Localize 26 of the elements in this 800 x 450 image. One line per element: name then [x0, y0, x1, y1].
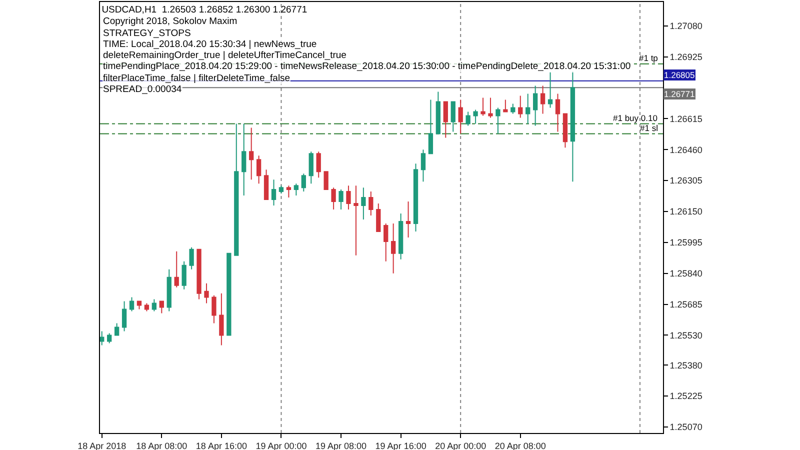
ref-line-label: #1 buy 0.10 [613, 113, 658, 123]
annotation: STRATEGY_STOPS [103, 28, 191, 39]
y-tick-label: 1.26305 [670, 176, 702, 186]
ref-line-label: 1.26771 [664, 89, 695, 99]
annotation: timePendingPlace_2018.04.20 15:29:00 - timeNewsRelease_2018.04.20 15:30:00 - timePendingDelete_2018.04.20 15:31:00 [103, 61, 631, 72]
ref-line-label: #1 sl [640, 123, 658, 133]
annotation: deleteRemainingOrder_true | deleteUfterTimeCancel_true [103, 50, 346, 61]
y-tick-label: 1.26460 [670, 144, 702, 155]
chart-title: USDCAD,H1 1.26503 1.26852 1.26300 1.26771 [102, 4, 308, 16]
y-tick-label: 1.25070 [670, 422, 702, 432]
annotation: SPREAD_0.00034 [103, 84, 182, 95]
y-tick-label: 1.27080 [670, 21, 702, 32]
y-tick-label: 1.25685 [670, 299, 702, 310]
annotation: filterPlaceTime_false | filterDeleteTime_false [103, 73, 290, 84]
y-tick-label: 1.25380 [670, 360, 702, 370]
annotation: Copyright 2018, Sokolov Maxim [103, 16, 238, 27]
ref-line-label: 1.26805 [664, 70, 695, 80]
y-tick-label: 1.25840 [670, 268, 702, 279]
ref-line-label: #1 tp [639, 53, 658, 63]
y-tick-label: 1.26615 [670, 114, 702, 124]
y-tick-label: 1.25225 [670, 391, 702, 402]
y-tick-label: 1.26925 [670, 52, 702, 62]
y-tick-label: 1.25995 [670, 238, 702, 248]
annotation: TIME: Local_2018.04.20 15:30:34 | newNews_true [103, 39, 317, 50]
y-tick-label: 1.25530 [670, 330, 702, 340]
y-tick-label: 1.26150 [670, 206, 702, 217]
